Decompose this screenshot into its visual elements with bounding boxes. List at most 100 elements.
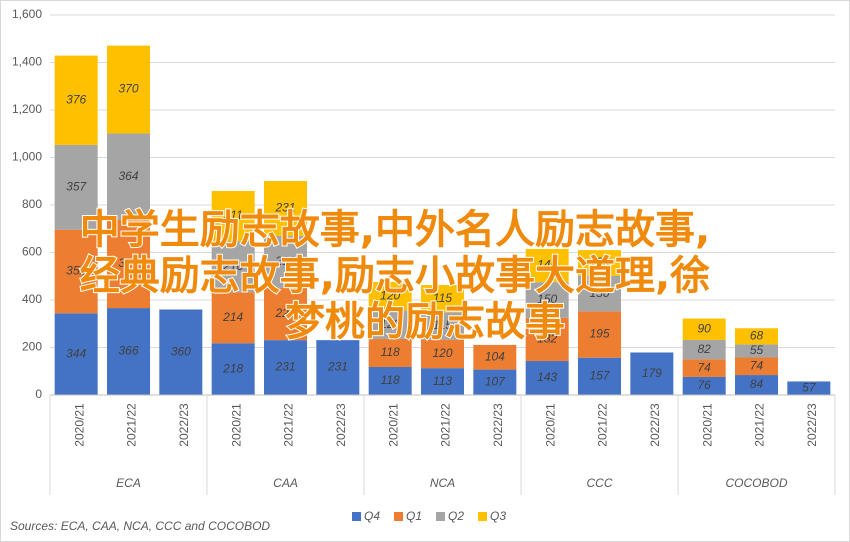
source-note: Sources: ECA, CAA, NCA, CCC and COCOBOD	[10, 519, 270, 533]
bar-segment	[264, 340, 307, 395]
data-label: 120	[380, 317, 400, 331]
bar-segment	[473, 344, 517, 370]
bar-segment	[211, 343, 255, 395]
bar-segment	[787, 381, 831, 395]
data-label: 366	[118, 344, 138, 358]
data-label: 118	[381, 373, 400, 387]
data-label: 115	[433, 291, 452, 305]
data-label: 68	[750, 329, 764, 343]
x-tick-label: 2021/22	[596, 403, 610, 447]
data-label: 182	[537, 332, 557, 346]
data-label: 211	[223, 208, 243, 222]
data-label: 216	[222, 259, 243, 273]
bar-segment	[735, 375, 778, 395]
annotation: 中学生励志故事,中外名人励志故事,	[80, 207, 710, 253]
data-label: 113	[433, 374, 452, 388]
data-label: 371	[118, 256, 138, 270]
data-label: 90	[697, 321, 711, 335]
bar-segment	[578, 250, 621, 276]
bar-segment	[525, 282, 569, 318]
data-label: 120	[380, 288, 400, 302]
data-label: 55	[750, 343, 764, 357]
data-label: 143	[537, 370, 557, 384]
group-label: COCOBOD	[725, 476, 787, 490]
data-label: 108	[589, 255, 609, 269]
data-label: 376	[66, 92, 86, 106]
bar-segment	[107, 133, 150, 220]
data-label: 150	[537, 292, 557, 306]
group-label: ECA	[116, 476, 141, 490]
x-tick-label: 2022/23	[805, 403, 819, 447]
bar-segment	[107, 308, 150, 395]
bar-segment	[525, 248, 569, 283]
data-label: 57	[802, 380, 817, 394]
y-tick-label: 200	[22, 340, 42, 354]
data-label: 157	[589, 369, 610, 383]
bar-segment	[421, 285, 464, 313]
bar-segment	[54, 55, 98, 145]
bar-segment	[421, 339, 464, 369]
bar-segment	[159, 309, 203, 395]
data-label: 220	[274, 306, 295, 320]
bar-segment	[368, 281, 412, 311]
legend-label: Q3	[490, 509, 506, 523]
data-label: 82	[697, 342, 711, 356]
data-label: 214	[222, 310, 243, 324]
x-tick-label: 2021/22	[125, 403, 139, 447]
bar-segment	[264, 181, 307, 236]
y-tick-label: 600	[22, 245, 42, 259]
bar-segment	[54, 144, 98, 230]
bar-segment	[735, 344, 778, 358]
data-label: 231	[274, 201, 295, 215]
data-label: 74	[697, 360, 711, 374]
y-tick-label: 0	[35, 387, 42, 401]
bar-segment	[107, 45, 150, 134]
bar-segment	[525, 361, 569, 395]
x-tick-label: 2020/21	[386, 403, 400, 447]
data-label: 140	[537, 258, 557, 272]
data-label: 360	[171, 344, 191, 358]
data-label: 219	[274, 254, 295, 268]
x-tick-label: 2020/21	[543, 403, 557, 447]
bar-segment	[578, 311, 621, 358]
bar-segment	[473, 369, 517, 395]
annotation: 梦桃的励志故事	[285, 299, 565, 345]
data-label: 179	[642, 366, 662, 380]
bar-segment	[368, 310, 412, 339]
bar-segment	[578, 275, 621, 312]
bar-segment	[525, 317, 569, 362]
bar-segment	[578, 357, 621, 395]
data-label: 370	[118, 82, 138, 96]
data-label: 364	[118, 169, 138, 183]
data-label: 115	[433, 318, 452, 332]
legend-label: Q4	[364, 509, 380, 523]
legend-swatch	[352, 512, 361, 521]
bar-segment	[264, 287, 307, 341]
y-tick-label: 1,000	[12, 150, 42, 164]
data-label: 231	[274, 360, 295, 374]
bar-segment	[630, 352, 674, 395]
bar-segment	[682, 339, 726, 360]
y-tick-label: 400	[22, 292, 42, 306]
legend-label: Q1	[406, 509, 422, 523]
x-tick-label: 2020/21	[229, 403, 243, 447]
data-label: 74	[750, 358, 764, 372]
data-label: 107	[485, 374, 506, 388]
x-tick-label: 2022/23	[177, 403, 191, 447]
group-label: CCC	[587, 476, 613, 490]
bar-segment	[211, 292, 255, 344]
bar-segment	[54, 313, 98, 395]
legend-swatch	[394, 512, 403, 521]
x-tick-label: 2021/22	[753, 403, 767, 447]
data-label: 195	[589, 327, 609, 341]
bar-segment	[316, 340, 360, 395]
data-label: 118	[381, 345, 400, 359]
legend-swatch	[478, 512, 487, 521]
bar-segment	[735, 357, 778, 376]
bar-segment	[211, 241, 255, 293]
data-label: 104	[485, 349, 505, 363]
bar-segment	[682, 376, 726, 395]
group-label: NCA	[430, 476, 455, 490]
y-tick-label: 1,400	[12, 55, 42, 69]
